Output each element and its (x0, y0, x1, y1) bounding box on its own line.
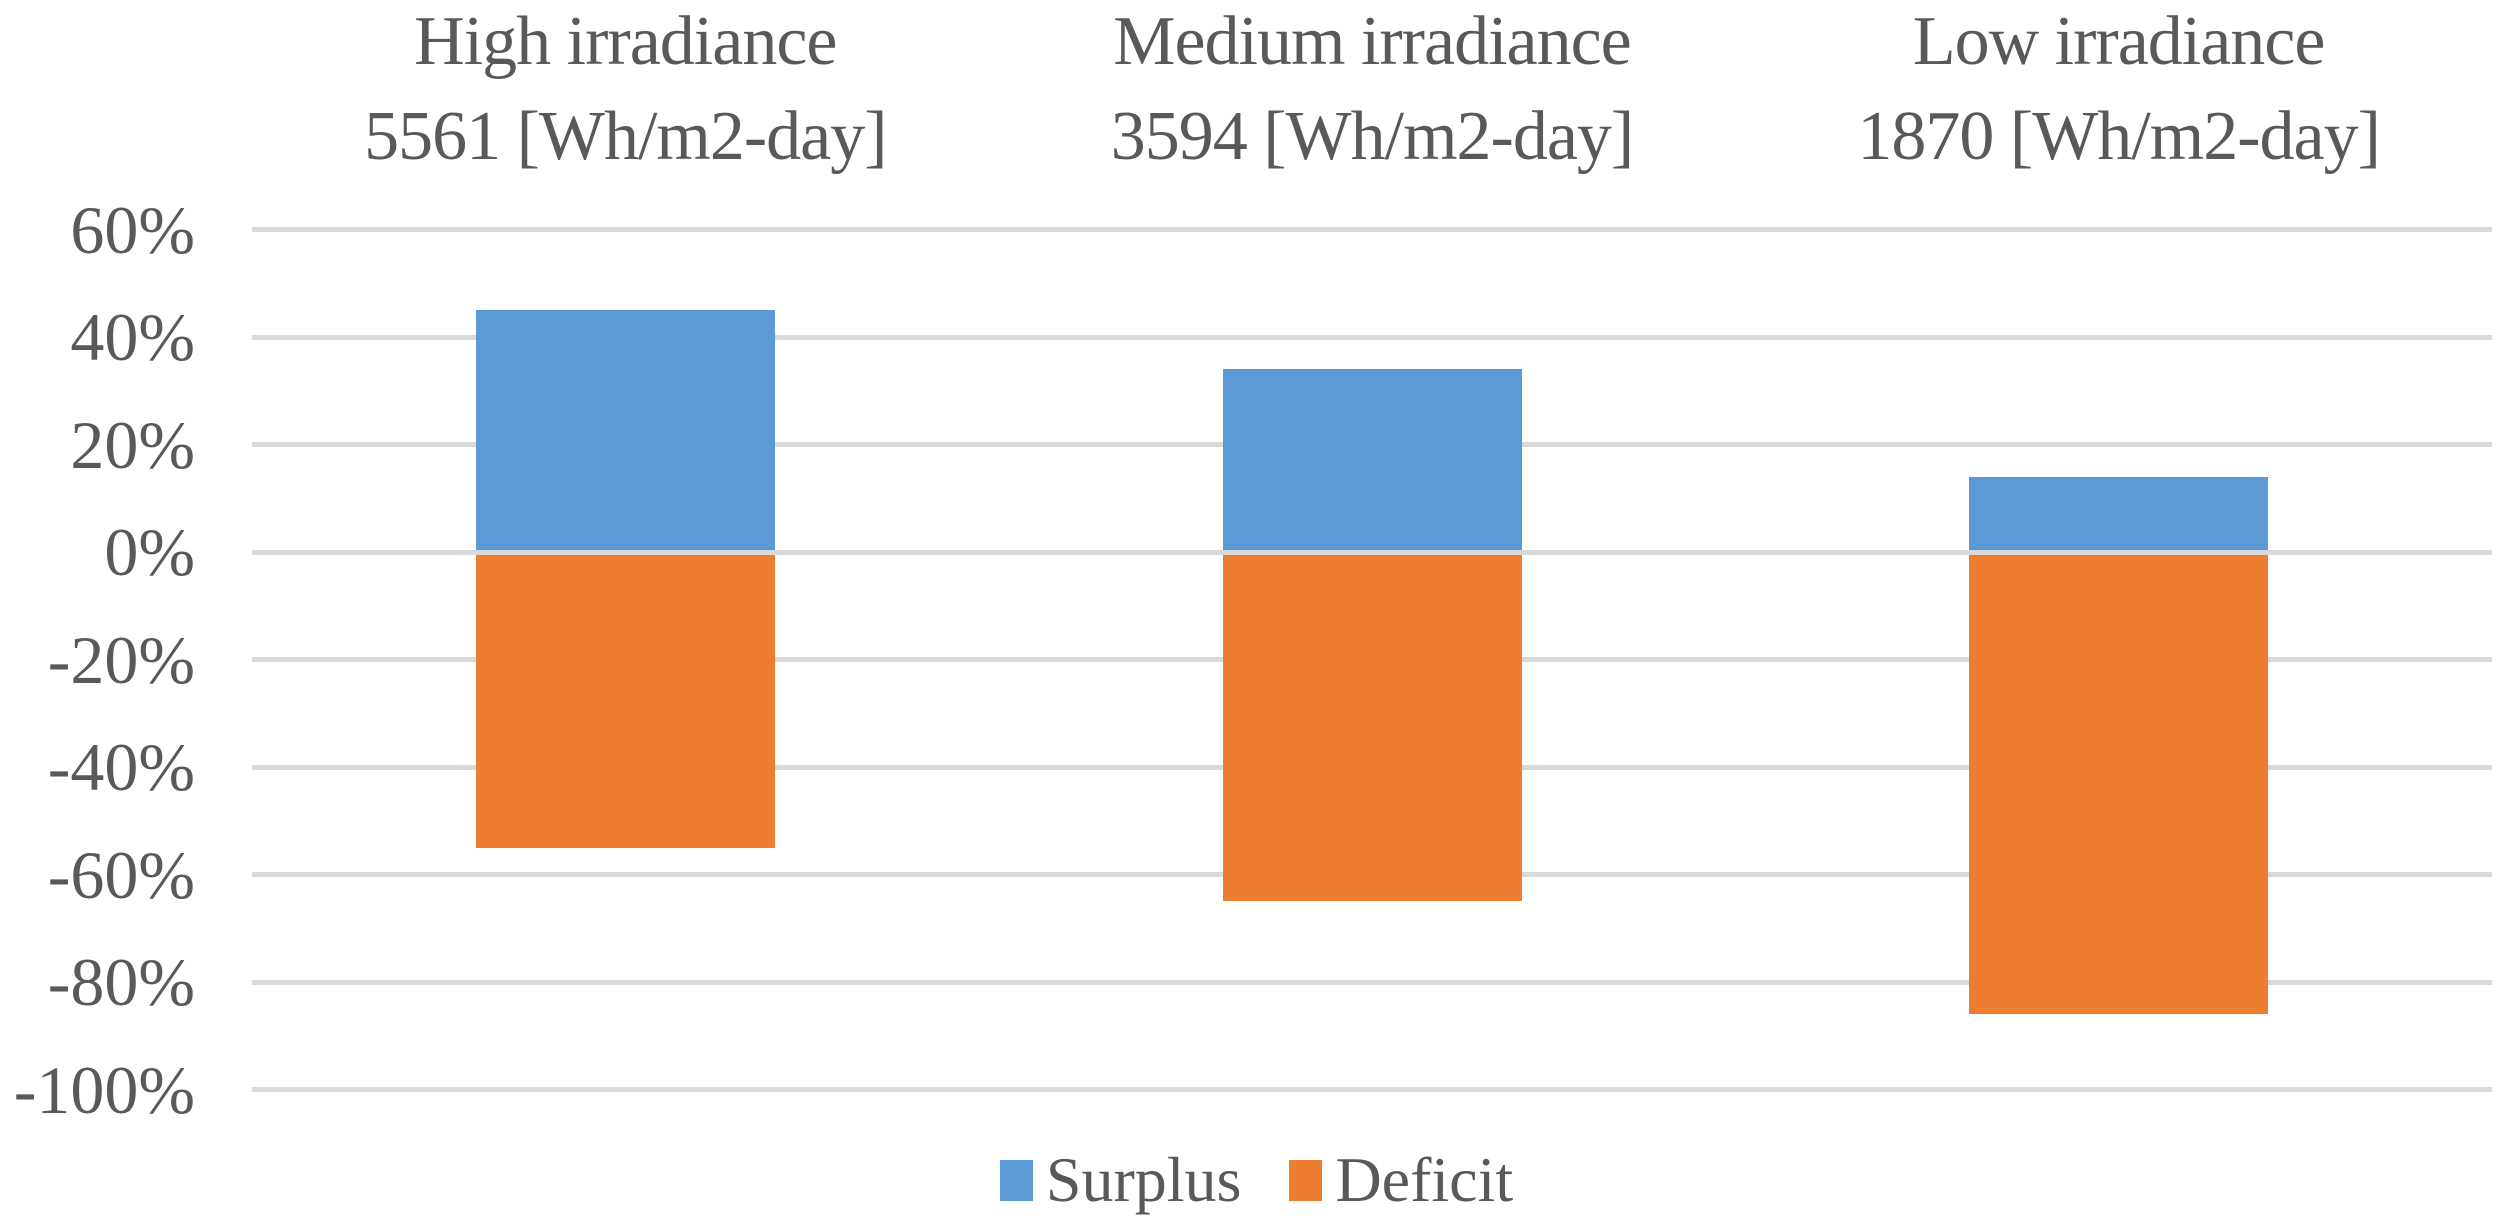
bar-surplus-high (475, 310, 775, 552)
y-axis-tick-label: -80% (47, 944, 195, 1020)
gridline-40 (252, 334, 2492, 340)
category-title-low: Low irradiance 1870 [Wh/m2-day] (1745, 0, 2492, 184)
category-title-text: Medium irradiance (1113, 3, 1632, 80)
legend-item-surplus: Surplus (999, 1144, 1242, 1215)
category-title-text: High irradiance (414, 3, 837, 80)
y-axis-tick-label: -20% (47, 621, 195, 698)
y-axis-tick-label: 60% (70, 191, 195, 268)
bar-deficit-high (475, 552, 775, 848)
bar-surplus-low (1969, 476, 2269, 552)
gridline-0 (252, 549, 2492, 555)
bar-deficit-medium (1222, 552, 1522, 902)
y-axis-tick-label: 40% (70, 299, 195, 375)
legend-label: Surplus (1045, 1144, 1242, 1215)
category-title-text: 5561 [Wh/m2-day] (364, 98, 887, 175)
y-axis-tick-label: -100% (13, 1051, 195, 1128)
y-axis-tick-label: -60% (47, 836, 195, 913)
legend: Surplus Deficit (0, 1145, 2513, 1215)
gridline--80 (252, 979, 2492, 985)
y-axis-tick-label: 20% (70, 406, 195, 483)
category-title-text: Low irradiance (1912, 3, 2326, 80)
y-axis-tick-label: -40% (47, 729, 195, 805)
gridline--100 (252, 1087, 2492, 1092)
category-title-high: High irradiance 5561 [Wh/m2-day] (252, 0, 999, 184)
legend-swatch-surplus (999, 1159, 1033, 1201)
category-title-medium: Medium irradiance 3594 [Wh/m2-day] (999, 0, 1746, 184)
legend-swatch-deficit (1289, 1159, 1323, 1201)
legend-label: Deficit (1335, 1144, 1514, 1215)
y-axis-tick-label: 0% (104, 514, 195, 590)
category-title-text: 3594 [Wh/m2-day] (1110, 98, 1634, 175)
gridline-60 (252, 227, 2492, 232)
category-title-text: 1870 [Wh/m2-day] (1857, 98, 2380, 175)
bar-deficit-low (1969, 552, 2269, 1015)
bar-surplus-medium (1222, 369, 1522, 552)
legend-item-deficit: Deficit (1289, 1145, 1513, 1215)
